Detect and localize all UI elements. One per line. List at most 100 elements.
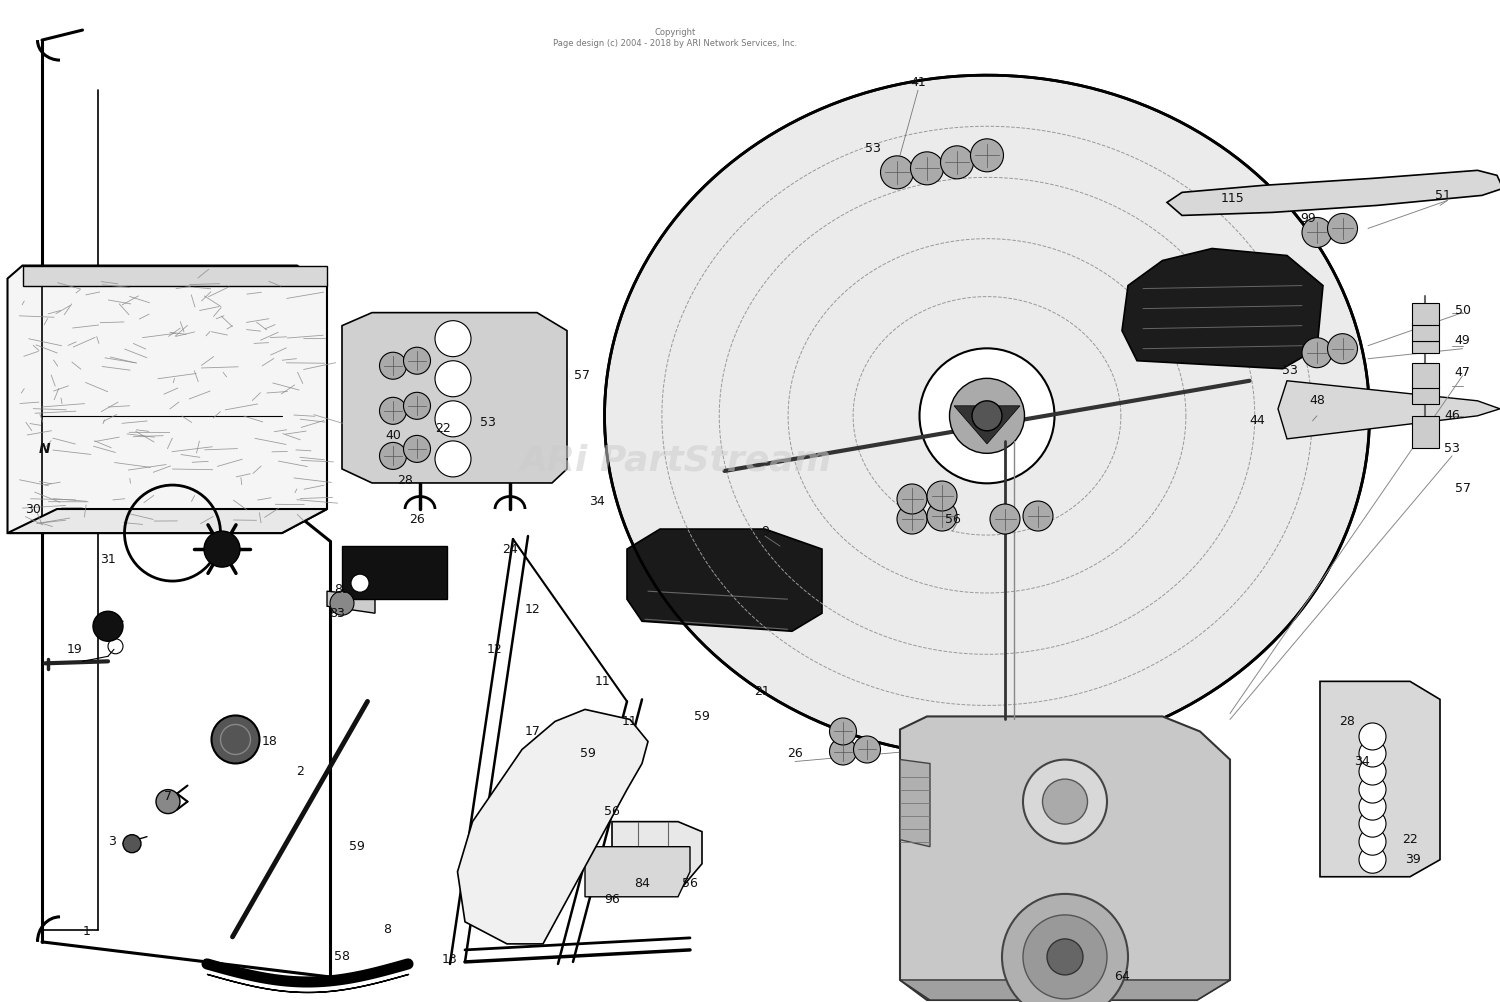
Circle shape	[404, 348, 430, 374]
Text: 9: 9	[760, 525, 770, 537]
Circle shape	[1023, 915, 1107, 999]
Circle shape	[830, 718, 856, 744]
Text: 30: 30	[26, 503, 40, 515]
Polygon shape	[22, 266, 327, 286]
Circle shape	[1328, 213, 1358, 243]
Text: 59: 59	[580, 747, 596, 760]
Text: 1: 1	[82, 926, 92, 938]
Bar	[1412, 363, 1438, 388]
Text: 11: 11	[622, 715, 638, 727]
Circle shape	[404, 393, 430, 419]
Text: 34: 34	[590, 495, 604, 507]
Circle shape	[1359, 829, 1386, 855]
Circle shape	[897, 504, 927, 534]
Text: 48: 48	[1310, 395, 1324, 407]
Circle shape	[211, 715, 260, 764]
Bar	[1412, 303, 1438, 325]
Circle shape	[880, 156, 914, 188]
Text: 28: 28	[398, 475, 412, 487]
Circle shape	[910, 152, 944, 184]
Circle shape	[1359, 777, 1386, 803]
Polygon shape	[8, 509, 327, 533]
Circle shape	[830, 738, 856, 765]
Text: 6: 6	[217, 540, 226, 552]
Text: 34: 34	[1354, 756, 1370, 768]
Text: 49: 49	[1455, 335, 1470, 347]
Circle shape	[1042, 780, 1088, 824]
Text: 50: 50	[1455, 305, 1470, 317]
Polygon shape	[585, 847, 690, 897]
Circle shape	[435, 441, 471, 477]
Circle shape	[950, 379, 1024, 453]
Circle shape	[970, 139, 1004, 171]
Text: 24: 24	[503, 543, 518, 555]
Circle shape	[351, 574, 369, 592]
Polygon shape	[327, 591, 375, 613]
Circle shape	[1002, 894, 1128, 1002]
Polygon shape	[1122, 248, 1323, 369]
Polygon shape	[954, 406, 1020, 444]
Circle shape	[1023, 501, 1053, 531]
Circle shape	[1359, 794, 1386, 820]
Text: 58: 58	[334, 951, 350, 963]
Text: 53: 53	[1282, 365, 1298, 377]
Text: 53: 53	[1444, 443, 1460, 455]
Circle shape	[404, 436, 430, 462]
Circle shape	[380, 353, 406, 379]
Circle shape	[380, 443, 406, 469]
Circle shape	[123, 835, 141, 853]
Text: Copyright
Page design (c) 2004 - 2018 by ARI Network Services, Inc.: Copyright Page design (c) 2004 - 2018 by…	[554, 28, 796, 48]
Text: 84: 84	[634, 878, 650, 890]
Text: 39: 39	[1406, 854, 1420, 866]
Bar	[1412, 323, 1438, 341]
Polygon shape	[900, 716, 1230, 1000]
Text: 12: 12	[525, 603, 540, 615]
Circle shape	[1359, 847, 1386, 873]
Circle shape	[93, 611, 123, 641]
Text: 31: 31	[100, 553, 116, 565]
Text: 22: 22	[435, 423, 450, 435]
Circle shape	[380, 398, 406, 424]
Circle shape	[990, 504, 1020, 534]
Text: ARi PartStream: ARi PartStream	[519, 444, 831, 478]
Text: 115: 115	[1221, 192, 1245, 204]
Text: 3: 3	[108, 836, 117, 848]
Text: 8: 8	[382, 924, 392, 936]
Polygon shape	[604, 75, 1370, 757]
Text: 20: 20	[375, 585, 390, 597]
Circle shape	[1359, 740, 1386, 767]
Circle shape	[897, 484, 927, 514]
Polygon shape	[612, 822, 702, 887]
Polygon shape	[1278, 381, 1500, 439]
Circle shape	[1328, 334, 1358, 364]
Text: 57: 57	[574, 370, 590, 382]
Text: 17: 17	[525, 725, 540, 737]
Text: 85: 85	[334, 583, 350, 595]
Circle shape	[853, 736, 880, 763]
Text: 11: 11	[596, 675, 610, 687]
Text: 56: 56	[945, 513, 960, 525]
Circle shape	[435, 321, 471, 357]
Text: 19: 19	[68, 643, 82, 655]
Text: 56: 56	[682, 878, 698, 890]
Circle shape	[927, 481, 957, 511]
Polygon shape	[8, 266, 327, 533]
Text: 41: 41	[910, 76, 926, 88]
Circle shape	[927, 501, 957, 531]
Text: 40: 40	[386, 430, 400, 442]
Text: 22: 22	[1402, 834, 1417, 846]
Text: 83: 83	[330, 607, 345, 619]
Circle shape	[1302, 217, 1332, 247]
Bar	[1412, 416, 1438, 448]
Text: 21: 21	[754, 685, 770, 697]
Circle shape	[156, 790, 180, 814]
Text: 51: 51	[1436, 189, 1450, 201]
Text: 13: 13	[442, 954, 458, 966]
Text: 12: 12	[488, 643, 502, 655]
Text: 59: 59	[694, 710, 709, 722]
Bar	[1412, 341, 1438, 353]
Text: 56: 56	[604, 806, 619, 818]
Text: 26: 26	[410, 513, 424, 525]
Polygon shape	[1167, 170, 1500, 215]
Text: 57: 57	[1455, 483, 1470, 495]
